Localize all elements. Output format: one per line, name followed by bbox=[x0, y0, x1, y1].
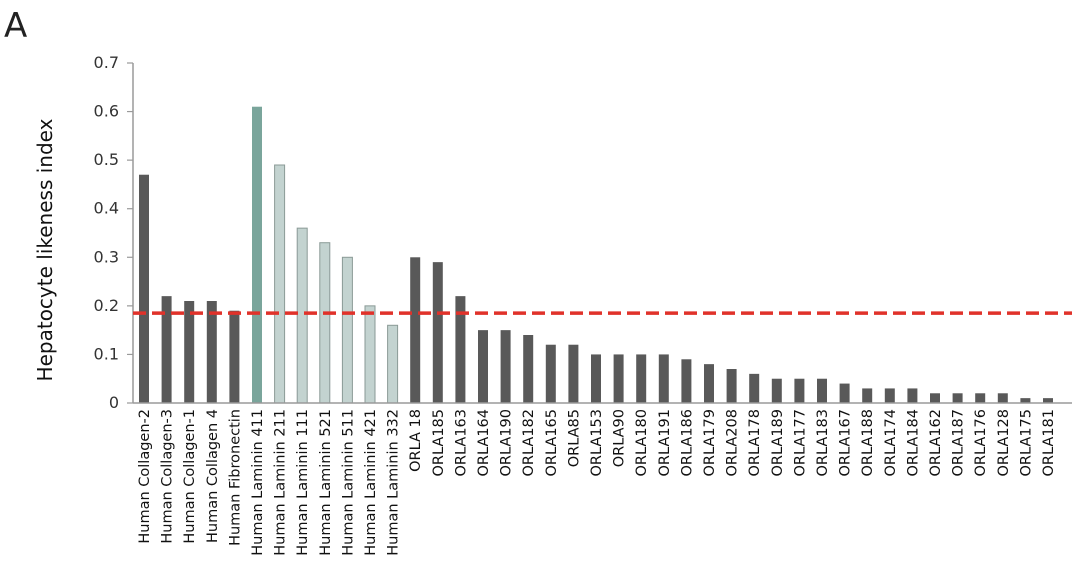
bar bbox=[319, 242, 331, 404]
x-tick-label: ORLA 18 bbox=[408, 409, 424, 472]
x-tick-label: Human Collagen-3 bbox=[160, 409, 176, 544]
x-tick-label: ORLA184 bbox=[905, 409, 921, 477]
bar bbox=[523, 335, 534, 403]
x-tick-label: ORLA208 bbox=[725, 409, 741, 477]
x-tick-label: ORLA164 bbox=[476, 409, 492, 477]
x-tick-label: ORLA178 bbox=[747, 409, 763, 477]
y-tick-label: 0.6 bbox=[94, 102, 119, 121]
y-tick-label: 0.4 bbox=[94, 199, 119, 218]
x-tick-label: Human Fibronectin bbox=[227, 409, 243, 546]
x-tick-label: ORLA188 bbox=[860, 409, 876, 477]
bars bbox=[139, 106, 1053, 404]
x-tick-label: ORLA186 bbox=[679, 409, 695, 477]
bar bbox=[839, 383, 850, 403]
bar bbox=[726, 369, 737, 403]
bar bbox=[545, 344, 556, 403]
y-tick-label: 0 bbox=[109, 393, 119, 412]
panel-label: A bbox=[4, 6, 27, 46]
bar bbox=[1043, 398, 1053, 403]
bar bbox=[862, 388, 873, 403]
x-tick-label: ORLA180 bbox=[634, 409, 650, 477]
bar bbox=[884, 388, 895, 403]
y-tick-label: 0.1 bbox=[94, 344, 119, 363]
bar bbox=[636, 354, 647, 403]
y-tick-label: 0.3 bbox=[94, 247, 119, 266]
x-tick-label: ORLA153 bbox=[589, 409, 605, 477]
x-tick-label: ORLA175 bbox=[1018, 409, 1034, 477]
axes bbox=[132, 63, 1072, 404]
bar bbox=[591, 354, 601, 403]
x-tick-label: Human Collagen 4 bbox=[205, 409, 221, 543]
bar bbox=[184, 301, 195, 403]
bar bbox=[952, 393, 963, 403]
x-tick-label: ORLA174 bbox=[883, 409, 899, 477]
bar bbox=[997, 393, 1008, 403]
bar bbox=[794, 378, 805, 403]
x-tick-label: ORLA179 bbox=[702, 409, 718, 477]
x-tick-label: ORLA163 bbox=[453, 409, 469, 477]
x-tick-label: Human Laminin 411 bbox=[250, 409, 266, 556]
bar bbox=[410, 257, 421, 403]
x-tick-label: Human Laminin 211 bbox=[273, 409, 289, 556]
bar bbox=[817, 378, 827, 403]
x-tick-label: ORLA177 bbox=[792, 409, 808, 477]
y-tick-label: 0.2 bbox=[94, 296, 119, 315]
bar bbox=[930, 393, 940, 403]
bar bbox=[229, 310, 240, 403]
x-tick-label: ORLA85 bbox=[566, 409, 582, 467]
x-tick-label: ORLA162 bbox=[928, 409, 944, 477]
x-tick-label: ORLA181 bbox=[1041, 409, 1057, 477]
x-tick-label: ORLA90 bbox=[612, 409, 628, 467]
bar bbox=[500, 330, 511, 403]
bar bbox=[771, 378, 782, 403]
x-tick-label: Human Laminin 421 bbox=[363, 409, 379, 556]
bar bbox=[681, 359, 692, 403]
x-tick-label: Human Collagen-1 bbox=[182, 409, 198, 544]
x-tick-label: Human Laminin 511 bbox=[340, 409, 356, 556]
bar bbox=[704, 364, 714, 403]
y-axis-ticks: 0 0.1 0.2 0.3 0.4 0.5 0.6 0.7 bbox=[94, 53, 133, 412]
bar bbox=[387, 324, 399, 404]
bar bbox=[568, 344, 579, 403]
x-tick-label: Human Collagen-2 bbox=[137, 409, 153, 544]
bar bbox=[975, 393, 986, 403]
x-axis-labels: Human Collagen-2 Human Collagen-3 Human Co… bbox=[137, 409, 1057, 556]
x-tick-label: ORLA165 bbox=[544, 409, 560, 477]
bar bbox=[364, 305, 376, 404]
bar bbox=[749, 373, 760, 403]
bar bbox=[274, 164, 286, 404]
y-tick-label: 0.7 bbox=[94, 53, 119, 72]
x-tick-label: ORLA187 bbox=[951, 409, 967, 477]
x-tick-label: ORLA189 bbox=[770, 409, 786, 477]
x-tick-label: ORLA183 bbox=[815, 409, 831, 477]
bar bbox=[161, 296, 172, 403]
x-tick-label: ORLA191 bbox=[657, 409, 673, 477]
x-tick-label: ORLA167 bbox=[838, 409, 854, 477]
x-tick-label: ORLA190 bbox=[499, 409, 515, 477]
x-tick-label: ORLA182 bbox=[521, 409, 537, 477]
x-tick-label: ORLA185 bbox=[431, 409, 447, 477]
bar bbox=[1020, 398, 1031, 403]
bar bbox=[478, 330, 488, 403]
bar bbox=[206, 301, 217, 403]
x-tick-label: ORLA176 bbox=[973, 409, 989, 477]
y-axis-label: Hepatocyte likeness index bbox=[33, 118, 57, 381]
bar bbox=[613, 354, 624, 403]
x-tick-label: Human Laminin 521 bbox=[318, 409, 334, 556]
bar bbox=[907, 388, 918, 403]
x-tick-label: Human Laminin 332 bbox=[386, 409, 402, 556]
bar bbox=[658, 354, 669, 403]
bar bbox=[252, 106, 262, 403]
bar bbox=[139, 174, 149, 403]
bar bbox=[455, 296, 466, 403]
bar bbox=[341, 256, 353, 404]
x-tick-label: ORLA128 bbox=[996, 409, 1012, 477]
x-tick-label: Human Laminin 111 bbox=[295, 409, 311, 556]
bar bbox=[296, 227, 308, 404]
bar bbox=[432, 262, 443, 403]
y-tick-label: 0.5 bbox=[94, 150, 119, 169]
